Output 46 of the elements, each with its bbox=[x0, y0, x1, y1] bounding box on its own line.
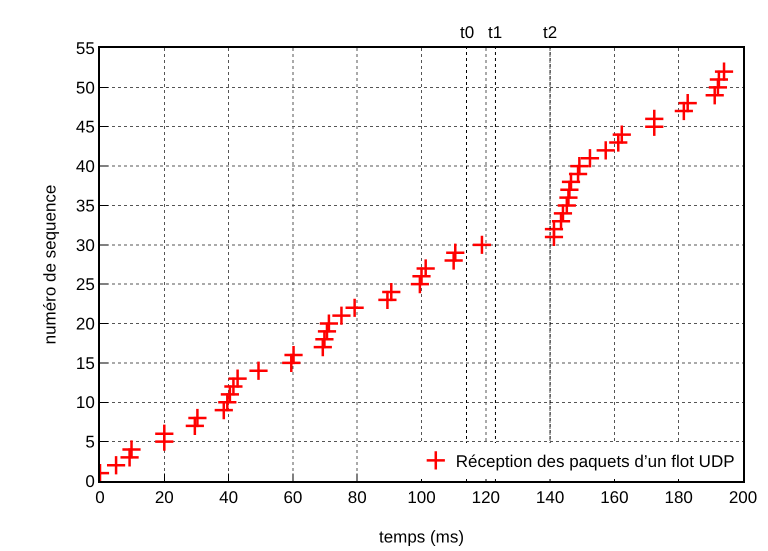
point bbox=[248, 360, 269, 382]
ref-line-label: t1 bbox=[488, 23, 502, 42]
point bbox=[283, 344, 304, 366]
y-tick-label: 15 bbox=[76, 354, 95, 373]
point bbox=[714, 61, 734, 82]
point bbox=[227, 368, 248, 389]
point bbox=[677, 92, 698, 114]
ref-line-label: t2 bbox=[543, 23, 558, 42]
x-tick-label: 80 bbox=[348, 488, 367, 508]
point bbox=[331, 305, 352, 326]
y-tick-label: 40 bbox=[76, 157, 95, 176]
y-tick-label: 30 bbox=[76, 236, 95, 255]
point bbox=[106, 454, 126, 476]
x-tick-label: 180 bbox=[664, 488, 693, 508]
y-tick-label: 20 bbox=[76, 314, 95, 334]
x-tick-label: 40 bbox=[219, 488, 238, 508]
y-tick-label: 10 bbox=[76, 393, 95, 412]
y-tick-label: 45 bbox=[76, 118, 95, 137]
y-axis-title: numéro de sequence bbox=[40, 184, 60, 344]
point bbox=[611, 124, 632, 145]
x-tick-label: 60 bbox=[283, 488, 302, 508]
ref-line-label: t0 bbox=[460, 23, 474, 42]
point bbox=[569, 156, 590, 176]
point bbox=[444, 242, 466, 264]
x-axis-title: temps (ms) bbox=[379, 528, 464, 546]
y-tick-label: 0 bbox=[85, 472, 95, 491]
point bbox=[580, 148, 600, 169]
y-tick-label: 35 bbox=[76, 196, 95, 216]
point bbox=[595, 140, 616, 161]
x-tick-label: 160 bbox=[600, 488, 629, 508]
point bbox=[318, 313, 340, 334]
x-tick-label: 120 bbox=[472, 488, 500, 508]
y-tick-label: 50 bbox=[76, 78, 95, 98]
x-tick-label: 20 bbox=[154, 488, 174, 508]
y-tick-label: 5 bbox=[85, 432, 95, 452]
point bbox=[380, 282, 402, 302]
x-tick-label: 100 bbox=[407, 488, 436, 508]
x-tick-label: 200 bbox=[728, 488, 758, 508]
y-tick-label: 25 bbox=[76, 275, 95, 294]
legend-label: Réception des paquets d’un flot UDP bbox=[456, 452, 735, 472]
point bbox=[121, 439, 142, 460]
point bbox=[344, 297, 365, 318]
y-tick-label: 55 bbox=[76, 38, 95, 58]
point bbox=[187, 408, 208, 428]
point bbox=[472, 234, 492, 256]
x-tick-label: 140 bbox=[536, 488, 564, 508]
